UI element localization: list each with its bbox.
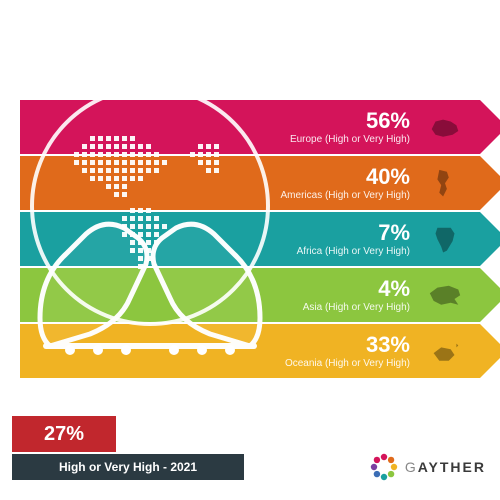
bar-sublabel: Europe (High or Very High) <box>290 134 410 145</box>
stat-bar-asia: 4% Asia (High or Very High) <box>20 268 480 322</box>
stat-bar-europe: 56% Europe (High or Very High) <box>20 100 480 154</box>
oceania-icon <box>426 335 464 367</box>
africa-icon <box>426 223 464 255</box>
summary-percent: 27% <box>44 423 84 446</box>
bar-bg <box>20 100 480 154</box>
bar-sublabel: Oceania (High or Very High) <box>285 358 410 369</box>
brand-logo: GAYTHER <box>369 452 486 482</box>
summary-strip-label: High or Very High - 2021 <box>59 460 197 474</box>
bar-percent: 33% <box>285 334 410 356</box>
americas-icon <box>426 167 464 199</box>
bar-bg <box>20 268 480 322</box>
bar-bg <box>20 156 480 210</box>
stat-bar-oceania: 33% Oceania (High or Very High) <box>20 324 480 378</box>
bar-percent: 4% <box>303 278 410 300</box>
bar-percent: 40% <box>281 166 410 188</box>
bar-sublabel: Africa (High or Very High) <box>297 246 410 257</box>
bar-percent: 7% <box>297 222 410 244</box>
brand-logo-mark-icon <box>369 452 399 482</box>
bar-bg <box>20 324 480 378</box>
summary-strip: High or Very High - 2021 <box>12 454 244 480</box>
summary-percent-badge: 27% <box>12 416 116 452</box>
bar-bg <box>20 212 480 266</box>
stat-bar-africa: 7% Africa (High or Very High) <box>20 212 480 266</box>
europe-icon <box>426 111 464 143</box>
infographic-canvas: 56% Europe (High or Very High) 40% Ameri… <box>0 0 500 500</box>
bar-sublabel: Asia (High or Very High) <box>303 302 410 313</box>
bar-percent: 56% <box>290 110 410 132</box>
brand-wordmark: GAYTHER <box>405 459 486 475</box>
stat-bar-americas: 40% Americas (High or Very High) <box>20 156 480 210</box>
bar-sublabel: Americas (High or Very High) <box>281 190 410 201</box>
asia-icon <box>426 279 464 311</box>
stat-bars: 56% Europe (High or Very High) 40% Ameri… <box>20 100 480 380</box>
